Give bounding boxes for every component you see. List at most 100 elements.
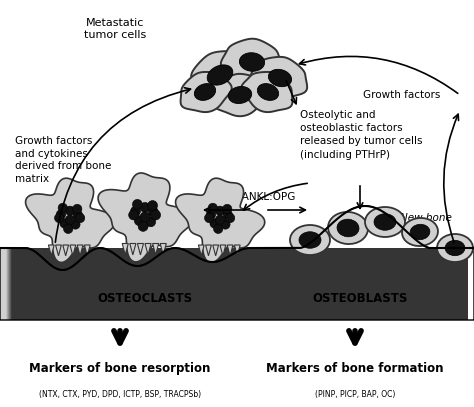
Polygon shape <box>8 248 124 320</box>
Circle shape <box>130 206 140 216</box>
Polygon shape <box>12 248 456 320</box>
Polygon shape <box>181 72 232 112</box>
Polygon shape <box>6 248 24 320</box>
Polygon shape <box>11 248 432 320</box>
FancyArrowPatch shape <box>349 331 361 343</box>
Polygon shape <box>153 243 159 255</box>
Polygon shape <box>7 248 112 320</box>
Ellipse shape <box>374 214 396 230</box>
Circle shape <box>215 215 225 225</box>
Circle shape <box>140 212 150 222</box>
Circle shape <box>65 206 75 215</box>
Polygon shape <box>10 248 349 320</box>
Polygon shape <box>9 248 243 320</box>
Polygon shape <box>160 243 166 255</box>
Polygon shape <box>11 248 397 320</box>
Ellipse shape <box>445 240 465 256</box>
Polygon shape <box>11 248 438 320</box>
Polygon shape <box>8 248 154 320</box>
Polygon shape <box>10 248 326 320</box>
Polygon shape <box>6 248 29 320</box>
Polygon shape <box>9 248 219 320</box>
Polygon shape <box>10 248 332 320</box>
Polygon shape <box>206 245 211 256</box>
Polygon shape <box>251 57 307 99</box>
Circle shape <box>58 203 67 212</box>
Ellipse shape <box>328 212 368 244</box>
Polygon shape <box>7 248 71 320</box>
Polygon shape <box>8 248 148 320</box>
Circle shape <box>213 224 223 234</box>
Polygon shape <box>10 248 314 320</box>
Polygon shape <box>7 248 107 320</box>
Polygon shape <box>122 243 128 255</box>
Polygon shape <box>8 248 136 320</box>
Polygon shape <box>26 178 115 263</box>
Polygon shape <box>7 248 47 320</box>
Circle shape <box>73 204 82 214</box>
Circle shape <box>204 213 214 223</box>
Polygon shape <box>8 248 178 320</box>
Ellipse shape <box>290 225 330 255</box>
Circle shape <box>151 210 161 220</box>
Polygon shape <box>12 248 462 320</box>
Polygon shape <box>6 248 36 320</box>
Polygon shape <box>228 86 252 103</box>
Polygon shape <box>9 248 266 320</box>
Polygon shape <box>9 248 201 320</box>
Text: (PINP, PICP, BAP, OC): (PINP, PICP, BAP, OC) <box>315 390 395 399</box>
Circle shape <box>146 217 155 227</box>
Ellipse shape <box>410 224 430 240</box>
FancyArrowPatch shape <box>444 114 458 243</box>
Polygon shape <box>11 248 391 320</box>
Polygon shape <box>11 248 385 320</box>
Polygon shape <box>8 248 183 320</box>
Text: Osteolytic and
osteoblastic factors
released by tumor cells
(including PTHrP): Osteolytic and osteoblastic factors rele… <box>300 110 422 160</box>
Text: Metastatic
tumor cells: Metastatic tumor cells <box>84 18 146 40</box>
Polygon shape <box>77 245 83 256</box>
Circle shape <box>128 210 138 220</box>
Circle shape <box>60 219 69 228</box>
FancyArrowPatch shape <box>286 81 297 104</box>
Polygon shape <box>191 51 252 98</box>
Polygon shape <box>9 248 273 320</box>
Polygon shape <box>8 248 172 320</box>
Circle shape <box>215 206 225 215</box>
Polygon shape <box>239 53 264 71</box>
Polygon shape <box>9 248 290 320</box>
FancyArrowPatch shape <box>55 88 191 242</box>
Polygon shape <box>10 248 356 320</box>
Polygon shape <box>194 83 216 101</box>
Polygon shape <box>268 69 292 87</box>
Polygon shape <box>10 248 361 320</box>
Circle shape <box>138 221 148 231</box>
Circle shape <box>206 210 216 219</box>
Circle shape <box>65 215 75 225</box>
Circle shape <box>75 213 85 223</box>
Polygon shape <box>11 248 444 320</box>
Circle shape <box>64 224 73 234</box>
Polygon shape <box>10 248 344 320</box>
Polygon shape <box>6 248 18 320</box>
Polygon shape <box>212 74 269 116</box>
Polygon shape <box>235 245 240 256</box>
Polygon shape <box>213 245 219 256</box>
Polygon shape <box>7 248 95 320</box>
Text: Growth factors
and cytokines
derived from bone
matrix: Growth factors and cytokines derived fro… <box>15 136 111 184</box>
Polygon shape <box>8 248 142 320</box>
Ellipse shape <box>337 219 359 237</box>
Polygon shape <box>11 248 427 320</box>
Polygon shape <box>8 248 160 320</box>
Polygon shape <box>10 248 367 320</box>
FancyArrowPatch shape <box>205 207 245 213</box>
FancyArrowPatch shape <box>357 186 363 208</box>
Polygon shape <box>9 248 284 320</box>
Ellipse shape <box>365 207 405 237</box>
Polygon shape <box>7 248 59 320</box>
FancyArrowPatch shape <box>114 331 126 343</box>
Polygon shape <box>6 248 12 320</box>
Circle shape <box>223 210 233 220</box>
Polygon shape <box>7 248 53 320</box>
Polygon shape <box>11 248 450 320</box>
Circle shape <box>208 203 218 212</box>
